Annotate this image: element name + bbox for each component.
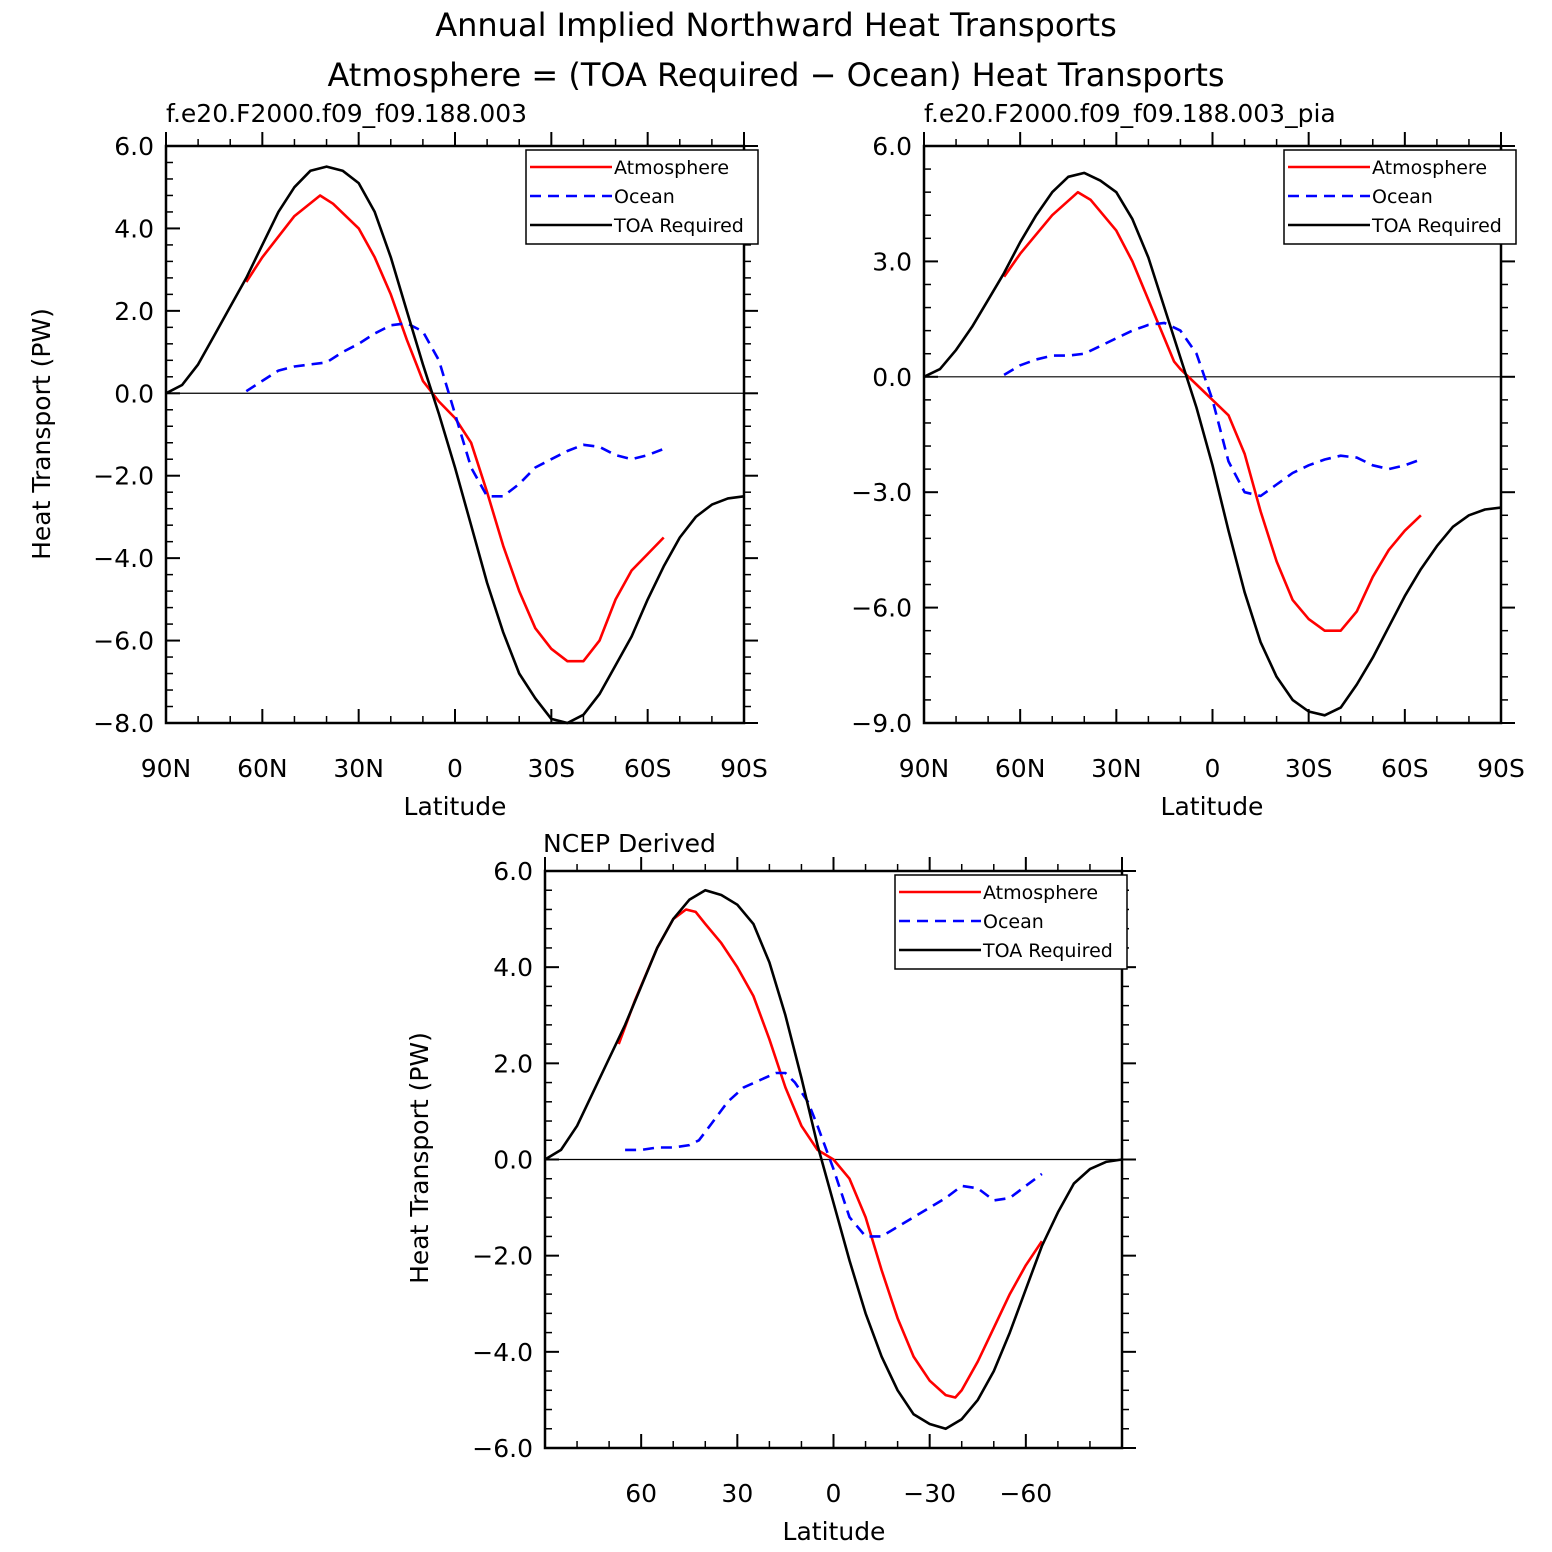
x-tick-label: 30S <box>1285 754 1333 783</box>
y-tick-label: 4.0 <box>114 214 154 243</box>
y-axis-label: Heat Transport (PW) <box>405 1032 434 1284</box>
y-tick-label: 4.0 <box>493 953 533 982</box>
series-line-toa-required <box>544 888 1123 1431</box>
series-line-ocean <box>245 321 665 498</box>
legend-label: TOA Required <box>982 940 1113 962</box>
legend-label: Ocean <box>614 186 675 208</box>
x-axis-label: Latitude <box>1161 792 1264 821</box>
y-tick-label: −4.0 <box>472 1338 533 1367</box>
x-tick-label: 60N <box>995 754 1046 783</box>
x-axis-label: Latitude <box>783 1517 886 1546</box>
y-tick-label: 6.0 <box>114 132 154 161</box>
y-tick-label: 3.0 <box>872 247 912 276</box>
legend-label: Ocean <box>1372 186 1433 208</box>
y-tick-label: −2.0 <box>472 1242 533 1271</box>
x-tick-label: −30 <box>903 1479 956 1508</box>
y-tick-label: −4.0 <box>93 544 154 573</box>
legend-box <box>1283 149 1517 245</box>
x-tick-label: 90S <box>720 754 768 783</box>
legend-box <box>525 149 759 245</box>
legend: Atmosphere Ocean TOA Required <box>1283 149 1517 245</box>
legend-label: Atmosphere <box>614 157 729 179</box>
x-tick-label: 30S <box>527 754 575 783</box>
panel-title: f.e20.F2000.f09_f09.188.003_pia <box>924 99 1336 128</box>
panel-ncep: NCEP Derived Latitude Heat Transport (PW… <box>405 829 1136 1546</box>
x-tick-label: 0 <box>447 754 463 783</box>
y-tick-label: −6.0 <box>851 594 912 623</box>
y-tick-label: −2.0 <box>93 462 154 491</box>
figure-title: Annual Implied Northward Heat Transports <box>435 6 1117 44</box>
legend-label: Atmosphere <box>983 882 1098 904</box>
x-tick-label: 0 <box>826 1479 842 1508</box>
legend: Atmosphere Ocean TOA Required <box>525 149 759 245</box>
panel-model-pia: f.e20.F2000.f09_f09.188.003_pia Latitude… <box>851 99 1525 821</box>
legend-label: Atmosphere <box>1372 157 1487 179</box>
y-tick-label: 6.0 <box>493 857 533 886</box>
x-tick-label: 30N <box>1091 754 1142 783</box>
y-axis-label: Heat Transport (PW) <box>27 308 56 560</box>
y-tick-label: −9.0 <box>851 709 912 738</box>
x-axis-label: Latitude <box>404 792 507 821</box>
y-tick-label: 6.0 <box>872 132 912 161</box>
y-tick-label: 2.0 <box>114 297 154 326</box>
legend-label: Ocean <box>983 911 1044 933</box>
y-tick-label: 0.0 <box>493 1146 533 1175</box>
x-tick-label: 90N <box>899 754 950 783</box>
x-tick-label: 60S <box>624 754 672 783</box>
series-line-toa-required <box>923 171 1502 717</box>
series-line-atmosphere <box>1003 190 1422 633</box>
series-line-atmosphere <box>617 908 1043 1399</box>
x-tick-label: 30N <box>333 754 384 783</box>
legend-box <box>894 874 1128 970</box>
x-tick-label: 90N <box>141 754 192 783</box>
series-line-toa-required <box>165 165 745 725</box>
y-tick-label: 0.0 <box>114 379 154 408</box>
y-tick-label: 2.0 <box>493 1049 533 1078</box>
series-line-ocean <box>625 1071 1043 1238</box>
series-line-ocean <box>1003 321 1422 498</box>
x-tick-label: 0 <box>1205 754 1221 783</box>
x-tick-label: 60S <box>1381 754 1429 783</box>
legend: Atmosphere Ocean TOA Required <box>894 874 1128 970</box>
y-tick-label: −8.0 <box>93 709 154 738</box>
x-tick-label: 60N <box>237 754 288 783</box>
panel-title: NCEP Derived <box>543 829 716 858</box>
y-tick-label: −6.0 <box>93 627 154 656</box>
y-tick-label: −3.0 <box>851 478 912 507</box>
series-line-atmosphere <box>245 194 665 663</box>
panel-model: f.e20.F2000.f09_f09.188.003 Latitude Hea… <box>27 99 768 821</box>
y-tick-label: 0.0 <box>872 363 912 392</box>
x-tick-label: 30 <box>721 1479 753 1508</box>
x-tick-label: −60 <box>999 1479 1052 1508</box>
x-tick-label: 90S <box>1477 754 1525 783</box>
x-tick-label: 60 <box>625 1479 657 1508</box>
y-tick-label: −6.0 <box>472 1434 533 1463</box>
figure-subtitle: Atmosphere = (TOA Required − Ocean) Heat… <box>327 56 1224 94</box>
legend-label: TOA Required <box>613 215 744 237</box>
panel-title: f.e20.F2000.f09_f09.188.003 <box>166 99 527 128</box>
legend-label: TOA Required <box>1371 215 1502 237</box>
